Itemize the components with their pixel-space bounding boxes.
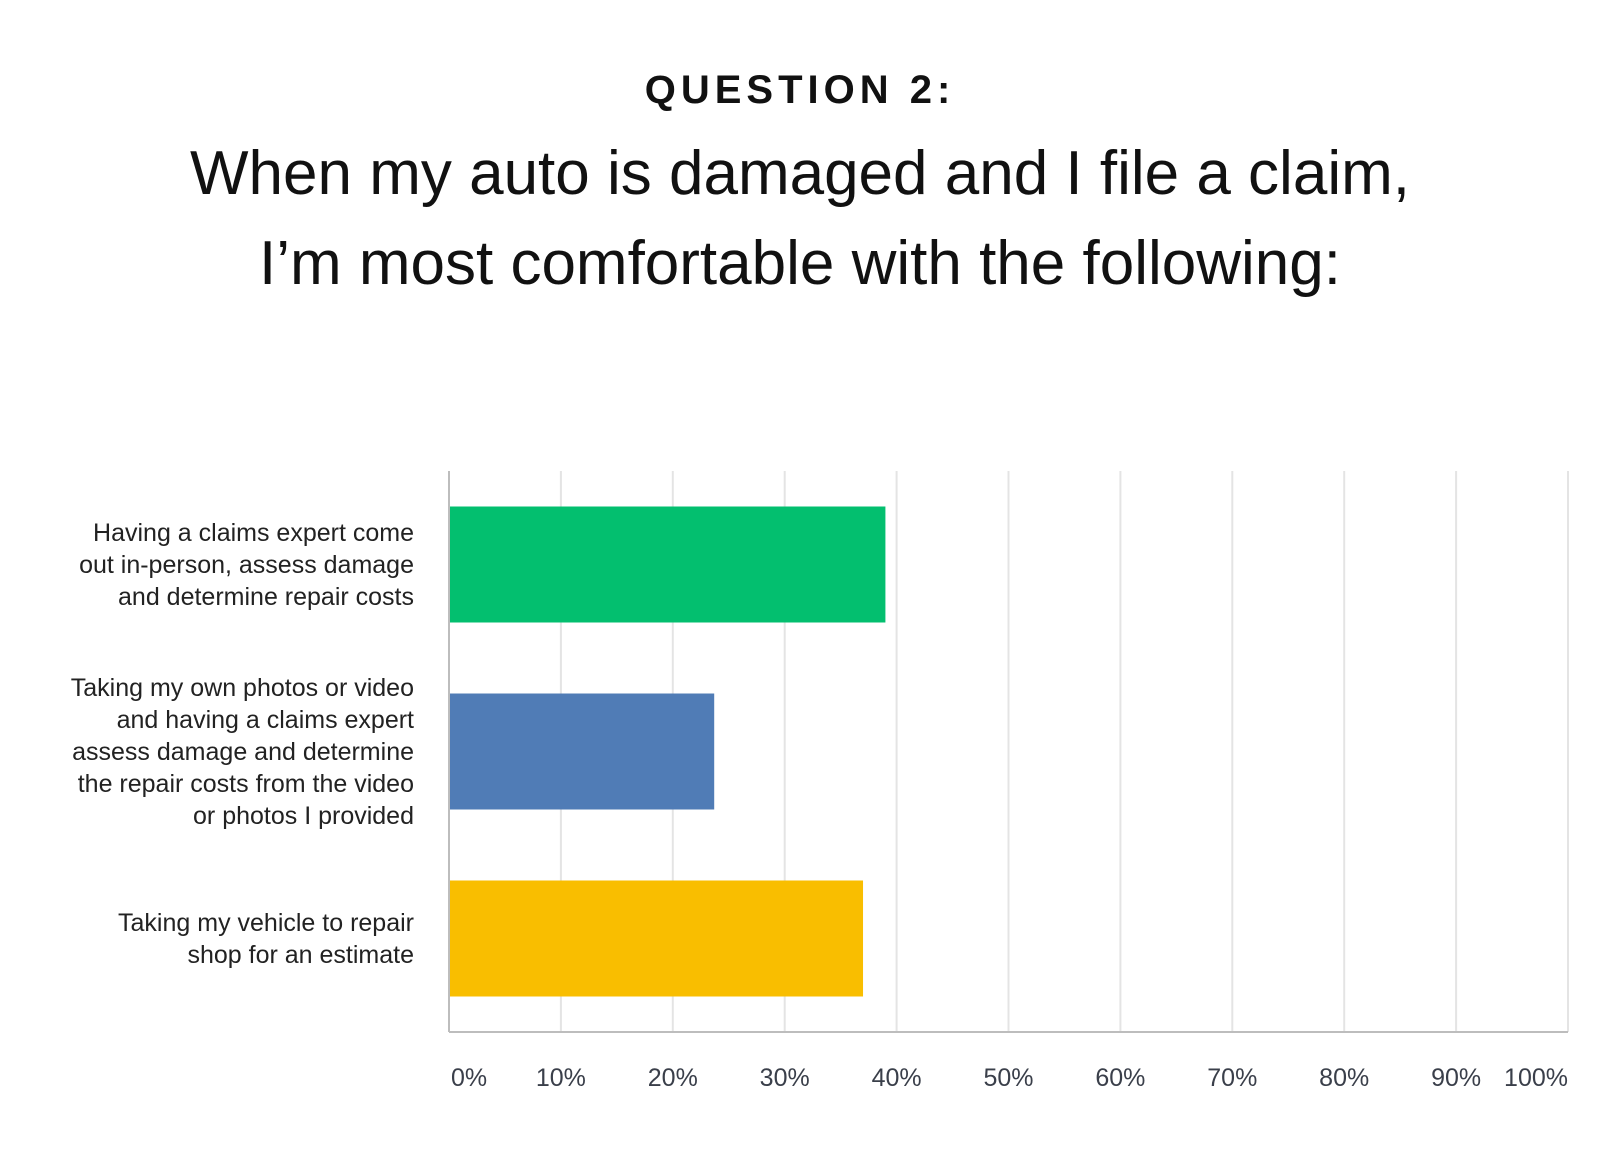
category-label-line: shop for an estimate — [187, 940, 414, 969]
x-tick-label: 40% — [872, 1064, 922, 1092]
x-tick-label: 70% — [1207, 1064, 1257, 1092]
category-label-line: Taking my own photos or video — [70, 673, 414, 702]
x-tick-label: 80% — [1319, 1064, 1369, 1092]
category-label-line: and determine repair costs — [118, 582, 414, 611]
x-tick-label: 0% — [451, 1064, 487, 1092]
x-tick-label: 60% — [1095, 1064, 1145, 1092]
category-label-1: Having a claims expert come out in-person… — [0, 517, 414, 613]
bar-2 — [449, 693, 715, 810]
x-tick-label: 90% — [1431, 1064, 1481, 1092]
category-label-line: Taking my vehicle to repair — [118, 908, 414, 937]
category-label-2: Taking my own photos or video and having … — [0, 672, 414, 832]
category-label-line: the repair costs from the video — [77, 769, 414, 798]
category-label-3: Taking my vehicle to repair shop for an e… — [0, 907, 414, 971]
question-title-line-1: When my auto is damaged and I file a cla… — [190, 139, 1410, 208]
category-label-line: or photos I provided — [193, 801, 414, 830]
question-number: QUESTION 2: — [644, 68, 956, 112]
x-tick-label: 100% — [1504, 1064, 1568, 1092]
bar-3 — [449, 880, 864, 997]
x-tick-label: 20% — [648, 1064, 698, 1092]
category-label-line: assess damage and determine — [72, 737, 414, 766]
category-label-line: Having a claims expert come — [93, 518, 414, 547]
question-title-line-2: I’m most comfortable with the following: — [259, 229, 1341, 298]
bar-1 — [449, 506, 886, 623]
category-label-line: out in-person, assess damage — [79, 550, 414, 579]
x-tick-label: 50% — [983, 1064, 1033, 1092]
x-tick-label: 30% — [760, 1064, 810, 1092]
x-tick-label: 10% — [536, 1064, 586, 1092]
category-label-line: and having a claims expert — [116, 705, 414, 734]
